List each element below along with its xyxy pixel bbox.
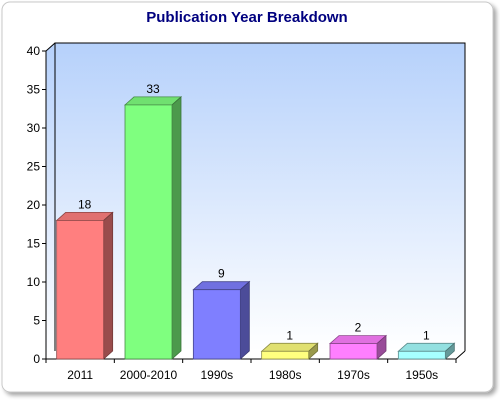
data-labels: 18 33 9 1 2 1 bbox=[78, 82, 430, 342]
plot-back-border bbox=[54, 42, 466, 351]
chart-title: Publication Year Breakdown bbox=[146, 9, 347, 26]
y-tick-label: 20 bbox=[27, 198, 41, 212]
bars bbox=[55, 96, 456, 360]
bar-top bbox=[123, 96, 183, 106]
x-tick-label: 2011 bbox=[67, 368, 93, 382]
y-axis: 0 5 10 15 20 25 30 35 40 bbox=[27, 44, 47, 366]
x-axis: 2011 2000-2010 1990s 1980s 1970s 1950s bbox=[45, 358, 457, 382]
bar-front bbox=[192, 289, 241, 360]
bar-top bbox=[192, 281, 251, 291]
bar bbox=[260, 342, 319, 360]
bar-top bbox=[260, 342, 319, 352]
bar-front bbox=[397, 350, 446, 360]
data-label: 9 bbox=[218, 267, 225, 281]
bar-top bbox=[55, 211, 114, 221]
y-tick-label: 30 bbox=[27, 121, 41, 135]
plot-back-wall bbox=[55, 43, 465, 351]
y-tick-label: 15 bbox=[27, 237, 41, 251]
bar-front bbox=[124, 104, 173, 360]
plot-corner-edge bbox=[455, 350, 466, 360]
plot-side-wall bbox=[46, 43, 55, 359]
data-label: 18 bbox=[78, 197, 92, 211]
bar-front bbox=[56, 219, 105, 360]
y-tick-label: 25 bbox=[27, 160, 41, 174]
x-tick-label: 1990s bbox=[200, 368, 233, 382]
bar-side bbox=[239, 280, 250, 360]
x-tick-label: 1950s bbox=[405, 368, 438, 382]
bar bbox=[397, 342, 456, 360]
bar-top bbox=[397, 342, 456, 352]
y-tick-label: 10 bbox=[27, 275, 41, 289]
bar bbox=[192, 280, 251, 360]
bar-top bbox=[328, 335, 388, 345]
x-tick-label: 1980s bbox=[269, 368, 302, 382]
data-label: 1 bbox=[423, 328, 430, 342]
data-label: 2 bbox=[355, 321, 362, 335]
x-tick-label: 2000-2010 bbox=[120, 368, 178, 382]
bar-front bbox=[329, 343, 378, 360]
y-tick-label: 40 bbox=[27, 44, 41, 58]
plot-corner-edge bbox=[45, 42, 56, 52]
y-tick-label: 35 bbox=[27, 83, 41, 97]
bar bbox=[55, 211, 114, 360]
y-tick-label: 5 bbox=[33, 314, 40, 328]
bar-front bbox=[261, 350, 310, 360]
bar-side bbox=[171, 96, 182, 360]
bar-side bbox=[103, 211, 114, 360]
data-label: 1 bbox=[286, 328, 293, 342]
bar bbox=[123, 96, 183, 360]
bar bbox=[328, 334, 388, 360]
x-tick-label: 1970s bbox=[337, 368, 370, 382]
data-label: 33 bbox=[146, 82, 160, 96]
y-tick-label: 0 bbox=[33, 352, 40, 366]
